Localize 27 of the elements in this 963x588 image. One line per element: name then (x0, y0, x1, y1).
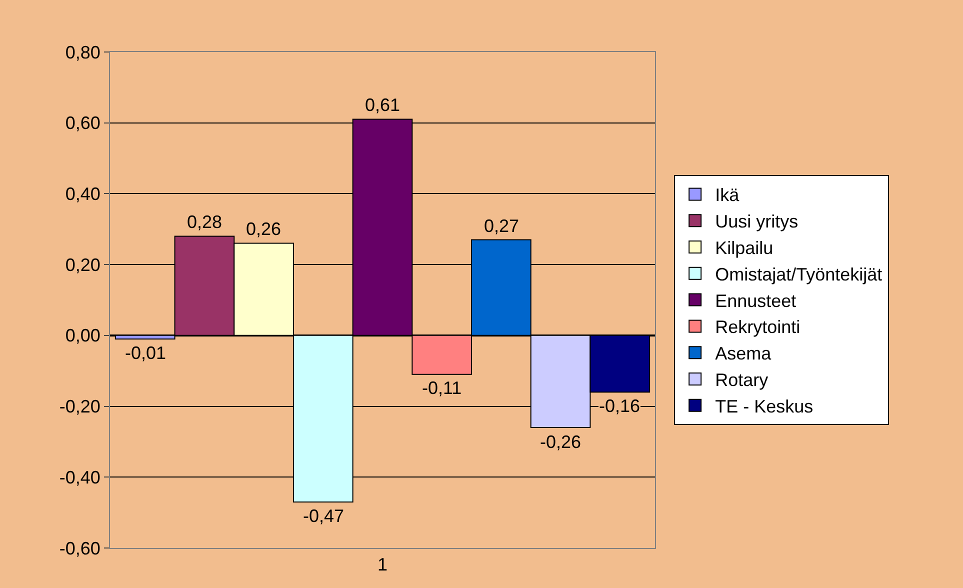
legend-label: Uusi yritys (715, 212, 798, 232)
legend-label: Ikä (715, 185, 740, 206)
y-tick-label: 0,00 (65, 326, 100, 346)
legend-label: Rotary (715, 370, 768, 390)
data-label: 0,61 (365, 95, 400, 115)
data-label: -0,26 (540, 432, 582, 452)
y-tick-label: -0,20 (59, 396, 100, 417)
y-tick-label: -0,40 (59, 467, 100, 488)
legend-label: TE - Keskus (715, 396, 814, 416)
data-label: -0,01 (125, 343, 166, 363)
y-tick-label: -0,60 (59, 538, 100, 558)
legend-label: Kilpailu (715, 238, 774, 258)
x-tick-label: 1 (377, 554, 388, 575)
data-label: 0,28 (187, 212, 222, 232)
data-label: -0,11 (422, 378, 462, 398)
y-tick-label: 0,20 (65, 254, 100, 275)
legend-label: Omistajat/Työntekijät (715, 264, 882, 284)
data-label: -0,16 (599, 396, 640, 416)
legend-label: Rekrytointi (715, 317, 800, 338)
data-label: 0,27 (484, 216, 520, 236)
data-label: -0,47 (303, 506, 344, 526)
y-tick-label: 0,40 (65, 184, 100, 204)
y-tick-label: 0,80 (65, 42, 100, 62)
legend-label: Asema (715, 344, 772, 364)
legend-label: Ennusteet (715, 290, 796, 311)
y-tick-label: 0,60 (65, 113, 100, 134)
data-label: 0,26 (246, 219, 282, 239)
